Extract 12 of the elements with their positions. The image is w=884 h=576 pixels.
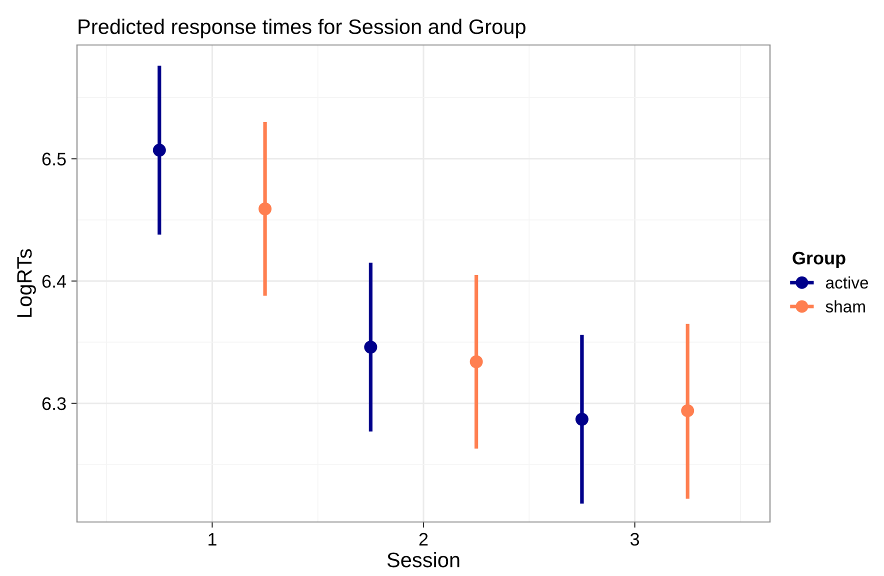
x-tick-label: 2 — [419, 532, 428, 546]
x-axis-title: Session — [387, 552, 460, 568]
y-tick-label: 6.4 — [42, 274, 66, 288]
chart-title: Predicted response times for Session and Group — [78, 18, 526, 38]
legend-title: Group — [792, 252, 846, 268]
legend-label: active — [826, 276, 868, 289]
y-axis-title: LogRTs — [17, 249, 36, 317]
x-tick-label: 1 — [208, 533, 216, 546]
legend-label: sham — [826, 300, 865, 312]
y-tick-label: 6.5 — [42, 152, 66, 166]
y-tick-label: 6.3 — [42, 397, 66, 410]
x-tick-label: 3 — [630, 532, 640, 546]
